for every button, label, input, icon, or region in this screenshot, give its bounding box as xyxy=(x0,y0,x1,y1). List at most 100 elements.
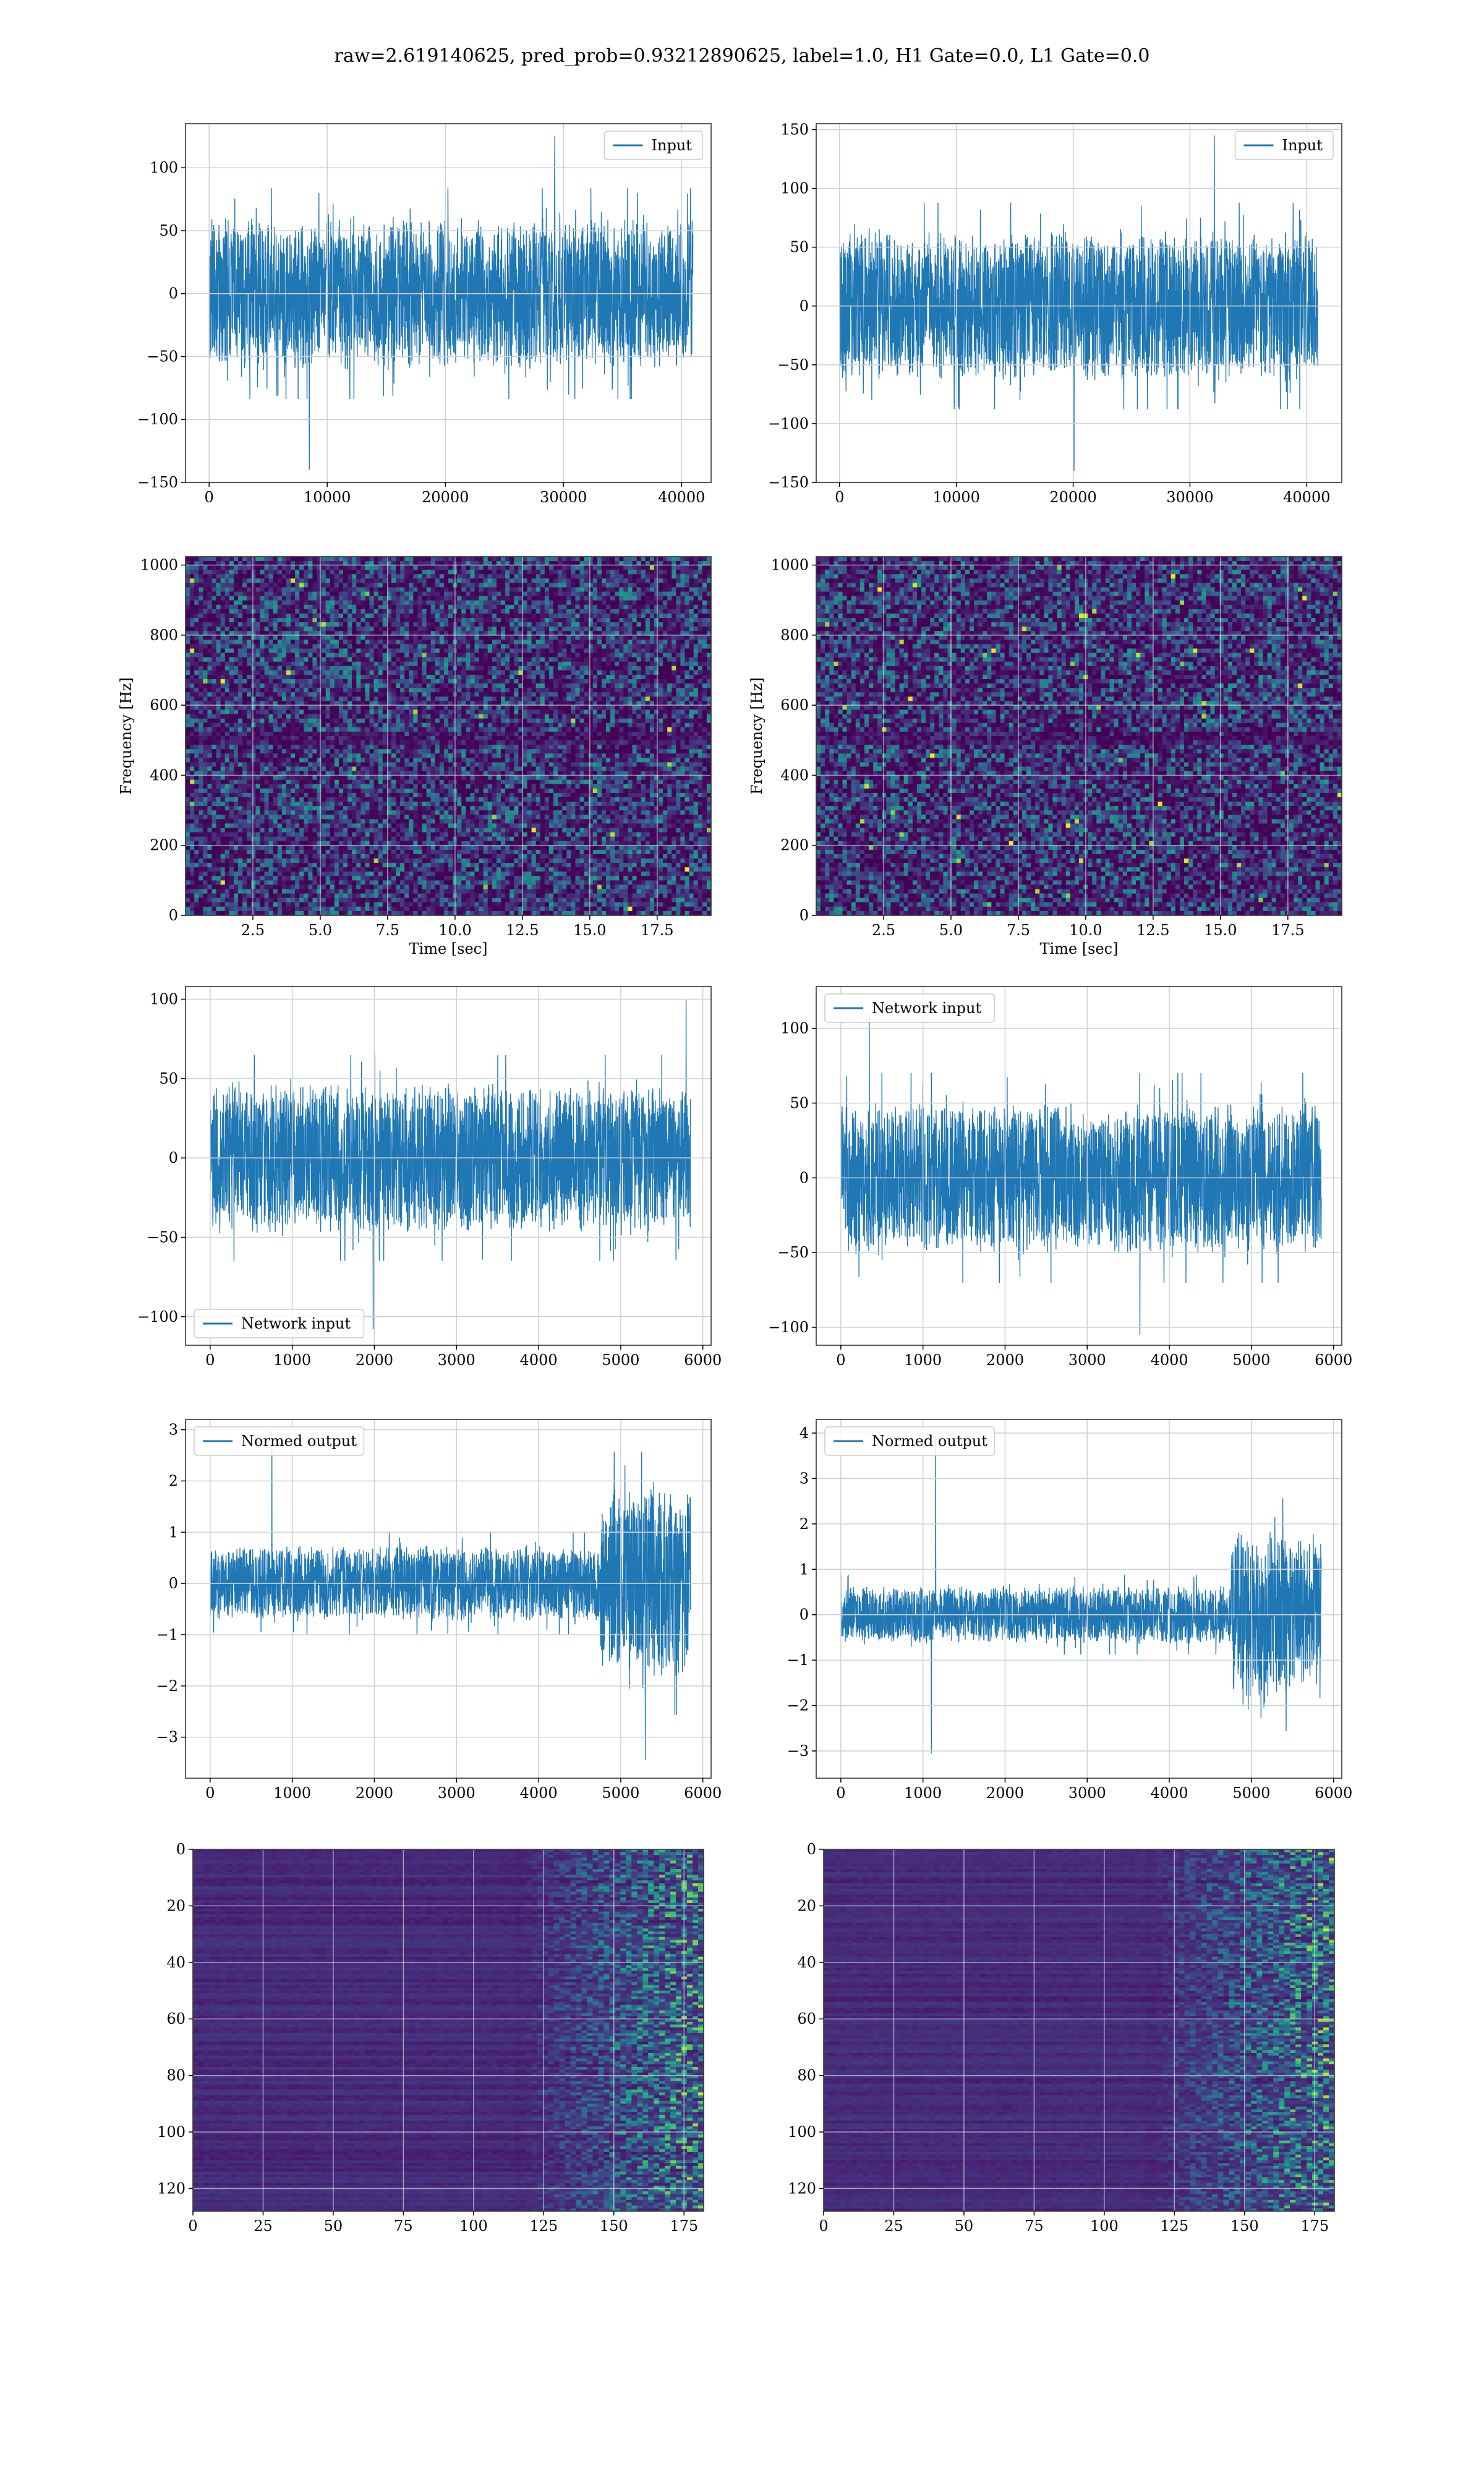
l1-spectrogram-plot-area xyxy=(816,557,1342,915)
h1-feature-map-ytick-label: 40 xyxy=(166,1954,186,1971)
h1-input-xtick-label: 20000 xyxy=(422,489,469,506)
h1-network-input-xtick-label: 2000 xyxy=(356,1351,393,1369)
l1-network-input-series-line xyxy=(840,1013,1322,1335)
h1-feature-map-ytick-label: 100 xyxy=(157,2123,186,2141)
h1-network-input-frame xyxy=(185,986,712,1346)
h1-spectrogram-xtick-label: 12.5 xyxy=(506,922,539,939)
h1-normed-output-xtick-label: 6000 xyxy=(684,1784,722,1802)
h1-spectrogram-xtick-label: 10.0 xyxy=(438,922,471,939)
l1-normed-output-xtick-label: 5000 xyxy=(1232,1784,1270,1802)
l1-network-input-ytick-label: 50 xyxy=(790,1095,809,1112)
l1-input-frame xyxy=(816,123,1342,483)
h1-input-xtick-label: 10000 xyxy=(304,489,351,506)
h1-normed-output-ytick-label: −3 xyxy=(156,1729,178,1746)
l1-spectrogram-xlabel: Time [sec] xyxy=(1040,940,1119,957)
h1-input-series-line xyxy=(208,136,694,470)
h1-normed-output-legend-label: Normed output xyxy=(241,1432,357,1450)
h1-normed-output-ytick-label: 3 xyxy=(169,1421,178,1439)
l1-network-input-xtick-label: 4000 xyxy=(1151,1351,1188,1369)
h1-network-input-xtick-label: 4000 xyxy=(520,1351,558,1369)
h1-input-plot-area xyxy=(208,136,694,470)
l1-input-axes: 0 10000 20000 30000 40000 −150 −100 −50 0 50 100 15… xyxy=(768,121,1342,506)
h1-network-input-xtick-label: 6000 xyxy=(684,1351,722,1369)
l1-spectrogram-xtick-label: 15.0 xyxy=(1204,922,1237,939)
l1-network-input-ytick-label: 0 xyxy=(800,1169,809,1186)
h1-input-axes: 0 10000 20000 30000 40000 −150 −100 −50 0 50 100 In… xyxy=(137,123,712,506)
l1-normed-output-ytick-label: 0 xyxy=(800,1606,809,1624)
l1-network-input-ytick-label: −100 xyxy=(768,1319,809,1336)
l1-network-input-xtick-label: 0 xyxy=(836,1351,845,1369)
h1-spectrogram-ytick-label: 1000 xyxy=(140,557,178,574)
h1-input-ytick-label: 0 xyxy=(169,285,178,302)
l1-feature-map-frame xyxy=(823,1849,1335,2212)
l1-feature-map-plot-area xyxy=(824,1849,1334,2211)
h1-normed-output-legend: Normed output xyxy=(194,1426,365,1456)
h1-normed-output-xtick-label: 4000 xyxy=(520,1784,558,1802)
h1-spectrogram-ytick-label: 200 xyxy=(150,837,178,854)
h1-spectrogram-ytick-label: 400 xyxy=(150,766,178,784)
h1-spectrogram-xtick-label: 5.0 xyxy=(309,922,332,939)
l1-network-input-legend: Network input xyxy=(824,993,996,1023)
l1-input-legend-label: Input xyxy=(1282,137,1323,154)
h1-network-input-legend-label: Network input xyxy=(241,1315,351,1332)
h1-network-input-xtick-label: 0 xyxy=(205,1351,215,1369)
l1-feature-map-ytick-label: 40 xyxy=(797,1954,816,1971)
h1-normed-output-plot-area xyxy=(210,1429,691,1761)
h1-normed-output-axes: 0 1000 2000 3000 4000 5000 6000 −3 −2 −1 0 1 2 3 Norme… xyxy=(156,1419,722,1802)
h1-feature-map-ytick-label: 80 xyxy=(166,2067,186,2084)
l1-input-xtick-label: 20000 xyxy=(1049,489,1096,506)
h1-feature-map-xtick-label: 175 xyxy=(670,2217,698,2235)
h1-feature-map-xtick-label: 25 xyxy=(254,2217,273,2235)
h1-normed-output-series-line xyxy=(210,1429,691,1761)
h1-normed-output-xtick-label: 0 xyxy=(205,1784,215,1802)
h1-spectrogram-axes: 2.5 5.0 7.5 10.0 12.5 15.0 17.5 0 200 400 600 800 10… xyxy=(117,556,712,957)
h1-input-frame xyxy=(185,123,712,483)
h1-spectrogram-xtick-label: 2.5 xyxy=(241,922,265,939)
h1-network-input-series-line xyxy=(210,999,691,1330)
h1-feature-map-xtick-label: 75 xyxy=(394,2217,413,2235)
h1-spectrogram-ytick-label: 600 xyxy=(150,696,178,714)
l1-network-input-xtick-label: 3000 xyxy=(1068,1351,1106,1369)
h1-normed-output-xtick-label: 2000 xyxy=(356,1784,393,1802)
l1-input-ytick-label: 100 xyxy=(780,180,809,197)
l1-normed-output-legend: Normed output xyxy=(824,1426,996,1456)
h1-input-ytick-label: −100 xyxy=(137,411,178,428)
l1-spectrogram-xtick-label: 17.5 xyxy=(1271,922,1304,939)
h1-spectrogram-ylabel: Frequency [Hz] xyxy=(117,677,135,795)
l1-feature-map-xtick-label: 75 xyxy=(1025,2217,1044,2235)
l1-feature-map-ytick-label: 80 xyxy=(797,2067,816,2084)
l1-spectrogram-frame xyxy=(816,556,1342,916)
l1-spectrogram-xtick-label: 10.0 xyxy=(1069,922,1102,939)
l1-input-ytick-label: −100 xyxy=(768,415,809,432)
l1-spectrogram-ytick-label: 600 xyxy=(780,696,809,714)
h1-spectrogram-xtick-label: 7.5 xyxy=(376,922,399,939)
l1-spectrogram-ytick-label: 1000 xyxy=(771,557,809,574)
l1-input-ytick-label: 0 xyxy=(800,297,809,315)
l1-normed-output-ytick-label: −2 xyxy=(787,1697,809,1714)
h1-feature-map-xtick-label: 0 xyxy=(188,2217,197,2235)
l1-input-ytick-label: −50 xyxy=(777,356,809,374)
h1-input-legend-label: Input xyxy=(652,137,693,154)
h1-network-input-plot-area xyxy=(210,999,691,1330)
l1-normed-output-ytick-label: −1 xyxy=(787,1651,809,1669)
l1-normed-output-legend-label: Normed output xyxy=(872,1432,987,1450)
l1-spectrogram-xtick-label: 5.0 xyxy=(939,922,963,939)
h1-feature-map-ytick-label: 60 xyxy=(166,2010,186,2027)
h1-input-legend: Input xyxy=(603,131,703,160)
l1-spectrogram-ytick-label: 800 xyxy=(780,627,809,644)
l1-normed-output-series-line xyxy=(840,1435,1322,1753)
h1-network-input-xtick-label: 5000 xyxy=(602,1351,639,1369)
h1-normed-output-ytick-label: 1 xyxy=(169,1523,178,1541)
l1-spectrogram-xtick-label: 7.5 xyxy=(1007,922,1030,939)
l1-input-ytick-label: −150 xyxy=(768,474,809,491)
l1-network-input-ytick-label: 100 xyxy=(780,1020,809,1037)
l1-input-xtick-label: 40000 xyxy=(1283,489,1330,506)
h1-input-ytick-label: 100 xyxy=(150,159,178,176)
h1-network-input-ytick-label: 0 xyxy=(169,1149,178,1166)
h1-spectrogram-ytick-label: 0 xyxy=(169,907,178,924)
l1-feature-map-ytick-label: 0 xyxy=(807,1841,816,1858)
l1-spectrogram-xtick-label: 12.5 xyxy=(1136,922,1169,939)
h1-normed-output-ytick-label: 0 xyxy=(169,1575,178,1592)
h1-normed-output-ytick-label: −1 xyxy=(156,1626,178,1643)
